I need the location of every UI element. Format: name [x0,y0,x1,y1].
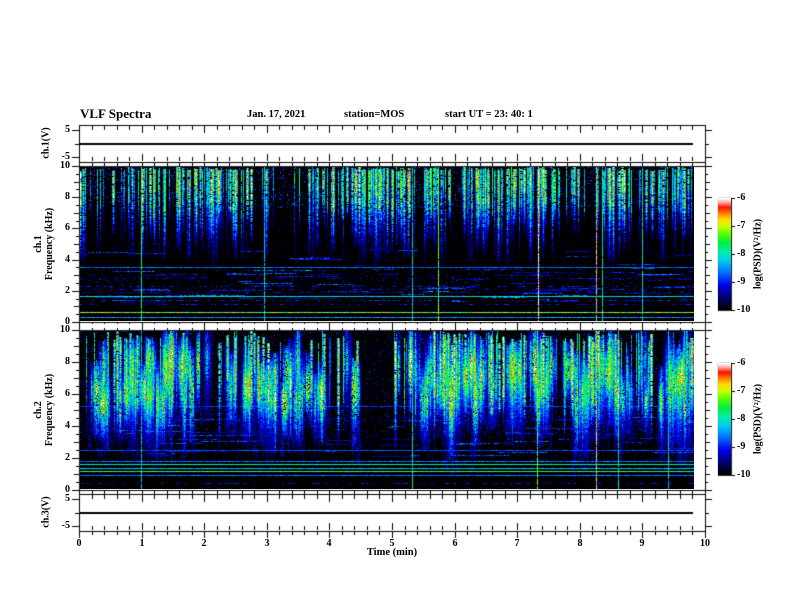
figure-title: VLF Spectra [80,106,152,121]
ch1-voltage-axis-label: ch.1(V) [40,127,52,159]
time-axis-label: Time (min) [366,547,418,558]
frequency-tick-label: 10 [60,324,70,335]
station-label: station=MOS [344,109,405,120]
colorbar2-gradient-canvas [718,363,731,475]
frequency-tick-label: 0 [65,484,70,495]
x-tick-label: 10 [700,538,710,549]
colorbar-tick-label: -8 [737,413,746,424]
x-tick-label: 3 [264,538,270,549]
ch2-frequency-axis-line1: ch.2 [33,401,44,419]
voltage-tick-label: -5 [61,151,70,162]
voltage-tick-label: 5 [65,124,70,135]
frequency-tick-label: 0 [65,316,70,327]
x-tick-label: 0 [76,538,82,549]
frequency-tick-label: 6 [65,222,70,233]
frequency-tick-label: 10 [60,160,70,171]
x-tick-label: 7 [514,538,520,549]
x-tick-label: 9 [639,538,645,549]
ch1-spectrogram-canvas [80,167,694,321]
frequency-tick-label: 2 [65,285,70,296]
x-tick-label: 2 [201,538,207,549]
frequency-tick-label: 6 [65,388,70,399]
colorbar1-gradient-canvas [718,198,731,310]
colorbar-tick-label: -9 [737,276,746,287]
ch2-spectrogram-canvas [80,331,694,489]
voltage-tick-label: 5 [65,493,70,504]
ch3-voltage-axis-label: ch.3(V) [40,496,52,528]
colorbar-tick-label: -10 [737,469,751,480]
ch1-frequency-axis-line2: Frequency (kHz) [44,207,55,281]
x-tick-label: 6 [452,538,458,549]
frequency-tick-label: 4 [65,254,70,265]
ch1-frequency-axis-label: ch.1 Frequency (kHz) [33,208,55,280]
colorbar-tick-label: -6 [737,357,746,368]
date-label: Jan. 17, 2021 [247,109,306,120]
colorbar1-axis-label: log(PSD)(V²/Hz) [752,218,764,290]
frequency-tick-label: 8 [65,191,70,202]
start-ut-label: start UT = 23: 40: 1 [445,109,533,120]
colorbar-tick-label: -8 [737,248,746,259]
colorbar-tick-label: -9 [737,441,746,452]
colorbar-tick-label: -6 [737,192,746,203]
colorbar-tick-label: -10 [737,304,751,315]
colorbar2-axis-label: log(PSD)(V²/Hz) [752,383,764,455]
frequency-tick-label: 8 [65,356,70,367]
x-tick-label: 8 [577,538,583,549]
colorbar-tick-label: -7 [737,385,746,396]
ch2-frequency-axis-line2: Frequency (kHz) [44,373,55,447]
ch1-frequency-axis-line1: ch.1 [33,235,44,253]
voltage-tick-label: -5 [61,520,70,531]
x-tick-label: 5 [389,538,395,549]
frequency-tick-label: 4 [65,420,70,431]
x-tick-label: 4 [326,538,332,549]
x-tick-label: 1 [139,538,145,549]
colorbar-tick-label: -7 [737,220,746,231]
ch2-frequency-axis-label: ch.2 Frequency (kHz) [33,374,55,446]
frequency-tick-label: 2 [65,452,70,463]
